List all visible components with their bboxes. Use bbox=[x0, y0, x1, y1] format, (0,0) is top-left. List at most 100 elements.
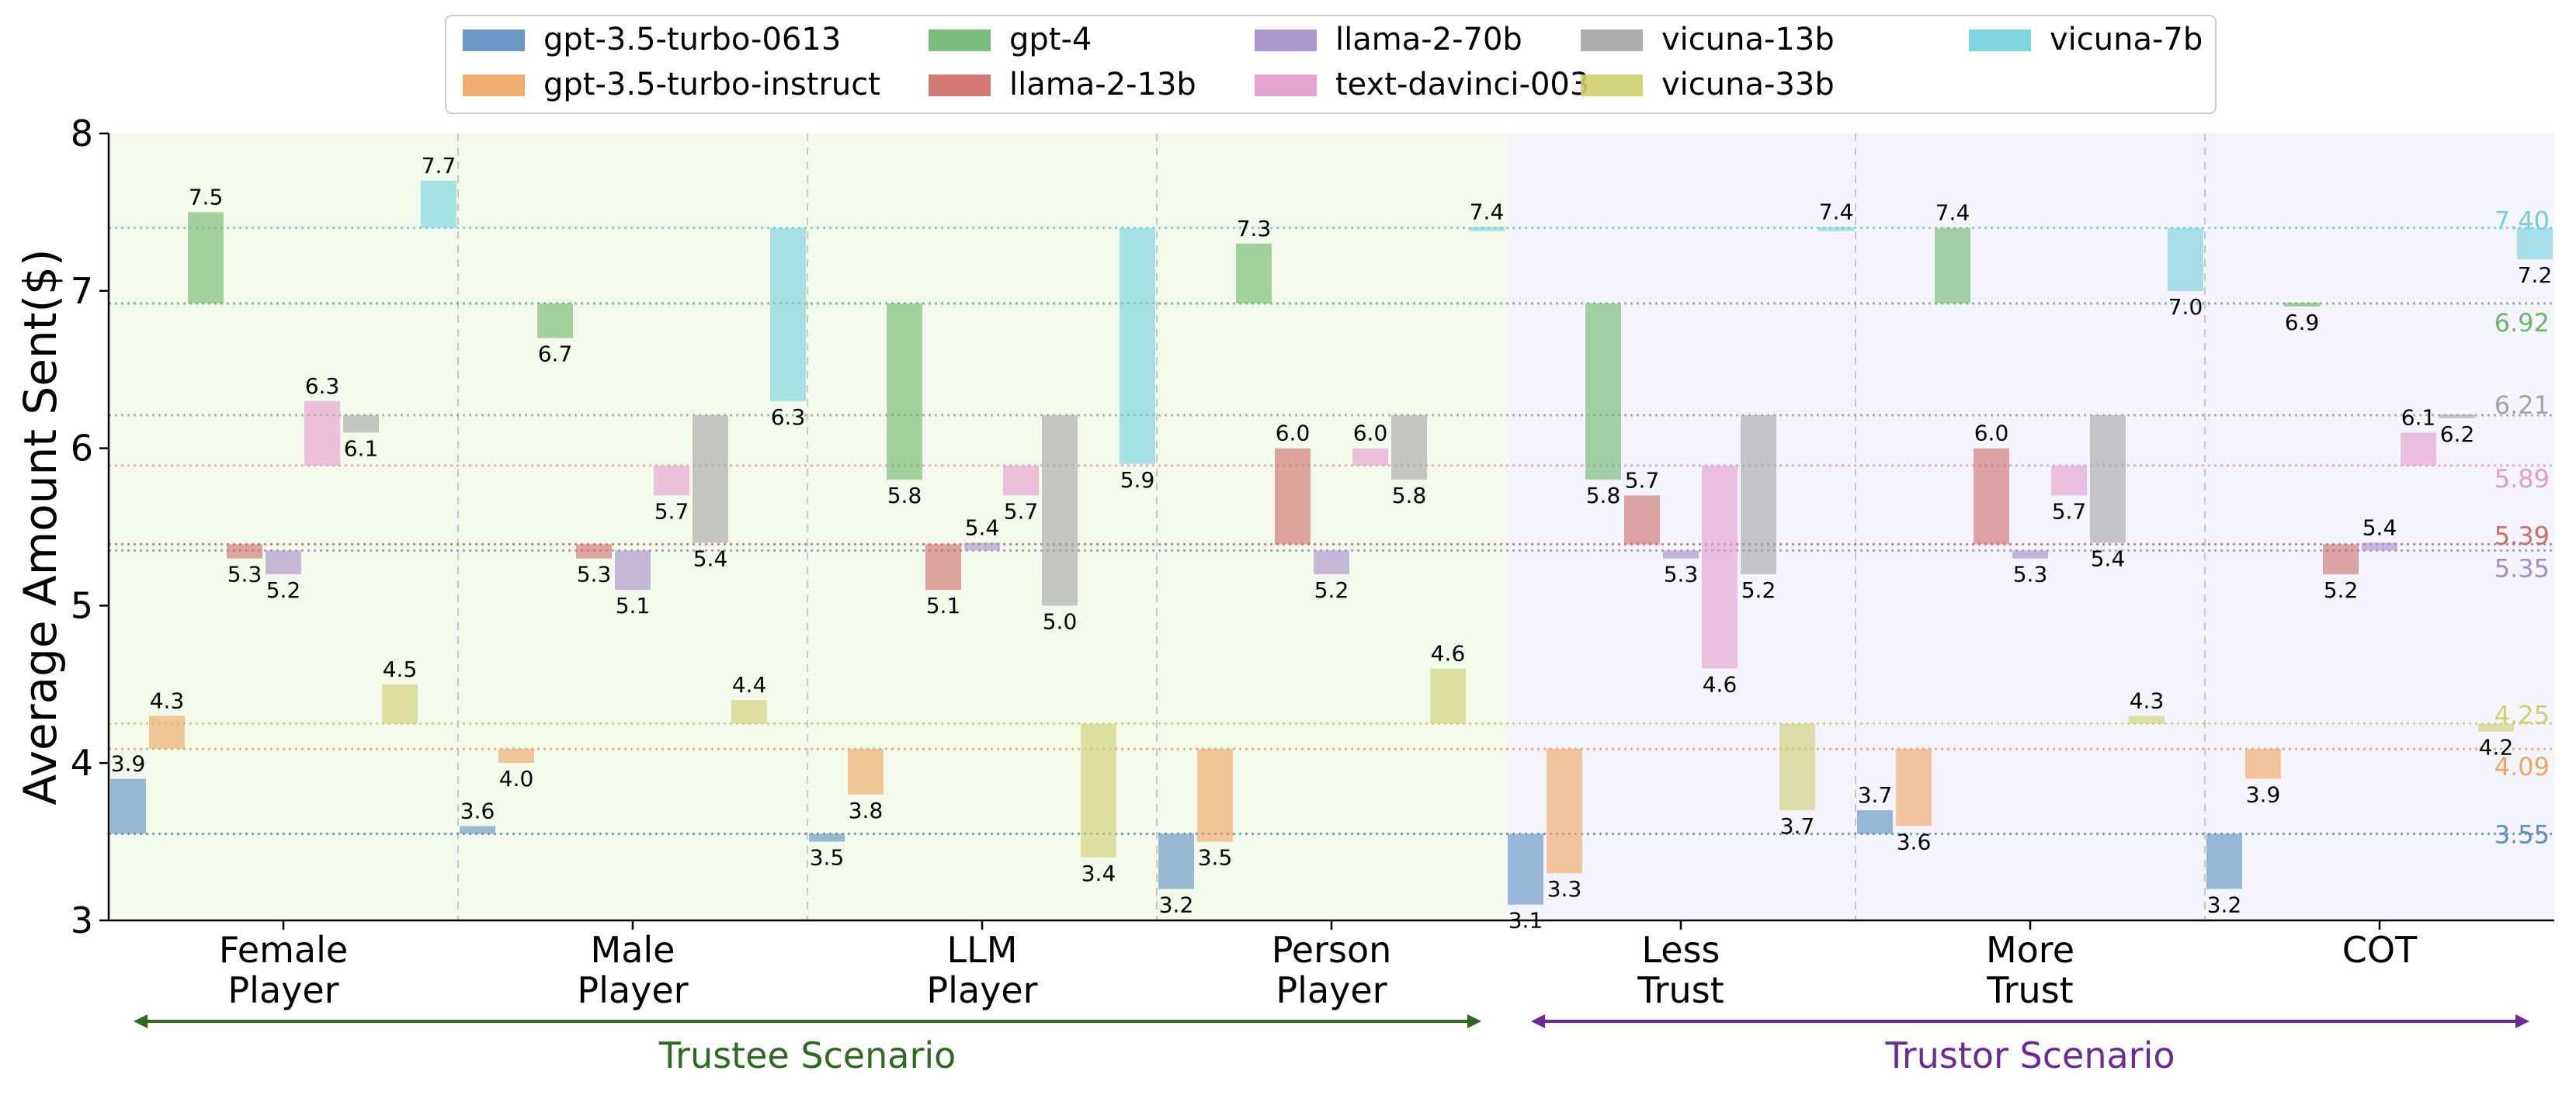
bar-gpt-3.5-turbo-0613 bbox=[1158, 833, 1194, 889]
bar-value-label: 3.7 bbox=[1858, 782, 1893, 808]
bar-value-label: 6.1 bbox=[344, 435, 379, 461]
bar-value-label: 6.0 bbox=[1276, 421, 1311, 446]
bar-value-label: 3.2 bbox=[2207, 892, 2242, 917]
bar-llama-2-70b bbox=[964, 542, 1000, 551]
bar-vicuna-13b bbox=[1741, 415, 1776, 574]
bar-value-label: 3.4 bbox=[1081, 861, 1116, 886]
bar-value-label: 6.3 bbox=[771, 404, 806, 430]
bar-value-label: 6.3 bbox=[305, 373, 340, 399]
x-tick-label-line: Player bbox=[577, 969, 688, 1011]
bar-value-label: 5.8 bbox=[1586, 483, 1621, 508]
bar-llama-2-13b bbox=[1974, 448, 2009, 545]
bar-vicuna-13b bbox=[1042, 415, 1078, 606]
y-tick-label: 4 bbox=[71, 742, 93, 784]
bar-value-label: 7.5 bbox=[189, 184, 224, 210]
y-tick-label: 8 bbox=[71, 113, 93, 154]
bar-value-label: 5.7 bbox=[2052, 498, 2087, 524]
y-tick-label: 6 bbox=[71, 428, 93, 470]
bar-value-label: 6.7 bbox=[538, 341, 573, 367]
legend-swatch-text-davinci-003 bbox=[1255, 75, 1317, 96]
bar-llama-2-70b bbox=[2012, 550, 2048, 559]
bar-vicuna-7b bbox=[2517, 227, 2553, 260]
x-tick-label: Person Player bbox=[1272, 929, 1392, 1011]
x-tick-label-line: Person bbox=[1272, 929, 1392, 971]
bar-llama-2-70b bbox=[1314, 550, 1349, 574]
bar-gpt-4 bbox=[887, 303, 922, 480]
x-tick-label: Less Trust bbox=[1637, 929, 1724, 1011]
bar-value-label: 4.5 bbox=[383, 657, 418, 682]
bar-gpt-3.5-turbo-instruct bbox=[1197, 748, 1233, 842]
bar-vicuna-33b bbox=[731, 700, 767, 724]
legend-label: vicuna-7b bbox=[2050, 22, 2203, 57]
bar-vicuna-7b bbox=[1120, 227, 1155, 464]
bar-value-label: 6.1 bbox=[2401, 404, 2436, 430]
bar-text-davinci-003 bbox=[2051, 465, 2087, 496]
bar-gpt-4 bbox=[1585, 303, 1621, 480]
bar-value-label: 4.3 bbox=[150, 688, 185, 713]
bar-text-davinci-003 bbox=[1352, 448, 1388, 466]
baseline-label-gpt-4: 6.92 bbox=[2494, 308, 2550, 338]
bar-value-label: 7.3 bbox=[1237, 216, 1272, 241]
bar-vicuna-33b bbox=[2478, 723, 2514, 732]
bar-gpt-3.5-turbo-instruct bbox=[149, 716, 185, 749]
bar-vicuna-33b bbox=[382, 684, 418, 724]
bar-gpt-4 bbox=[1935, 227, 1970, 304]
bar-value-label: 5.0 bbox=[1043, 608, 1078, 634]
bar-value-label: 5.3 bbox=[577, 562, 612, 587]
bar-value-label: 5.2 bbox=[2324, 577, 2359, 603]
bar-vicuna-7b bbox=[421, 180, 457, 228]
bar-vicuna-13b bbox=[343, 415, 379, 433]
bar-vicuna-13b bbox=[693, 415, 728, 543]
bar-llama-2-13b bbox=[576, 544, 612, 559]
bar-vicuna-33b bbox=[1779, 723, 1815, 811]
x-tick-label-line: Player bbox=[227, 969, 338, 1011]
y-axis-label: Average Amount Sent($) bbox=[14, 248, 67, 805]
bar-value-label: 5.7 bbox=[1004, 498, 1039, 524]
bar-gpt-3.5-turbo-instruct bbox=[1896, 748, 1932, 826]
x-tick-label-line: Player bbox=[926, 969, 1037, 1011]
baseline-label-vicuna-13b: 6.21 bbox=[2494, 390, 2550, 420]
bar-value-label: 3.3 bbox=[1547, 876, 1582, 902]
bar-value-label: 5.3 bbox=[1664, 562, 1699, 587]
bar-value-label: 5.2 bbox=[1314, 577, 1349, 603]
bar-value-label: 5.9 bbox=[1120, 467, 1155, 493]
legend-swatch-llama-2-13b bbox=[929, 75, 991, 96]
bar-value-label: 5.4 bbox=[2362, 515, 2397, 540]
x-tick-label: COT bbox=[2342, 929, 2418, 971]
x-tick-label-line: COT bbox=[2342, 929, 2418, 971]
bar-value-label: 7.0 bbox=[2168, 294, 2203, 320]
x-tick-label-line: Player bbox=[1276, 969, 1387, 1011]
bar-value-label: 7.4 bbox=[1819, 199, 1854, 225]
bar-text-davinci-003 bbox=[1702, 465, 1738, 669]
legend-box bbox=[445, 15, 2217, 114]
bar-value-label: 5.8 bbox=[1392, 483, 1427, 508]
bar-vicuna-7b bbox=[1469, 227, 1505, 231]
bar-llama-2-70b bbox=[2362, 542, 2397, 551]
bar-gpt-3.5-turbo-0613 bbox=[110, 778, 146, 834]
bar-value-label: 5.4 bbox=[965, 515, 1000, 540]
legend-swatch-gpt-3.5-turbo-instruct bbox=[463, 75, 525, 96]
y-tick-label: 3 bbox=[71, 899, 93, 941]
bar-llama-2-13b bbox=[1624, 495, 1660, 545]
bar-text-davinci-003 bbox=[654, 465, 689, 496]
bar-value-label: 3.6 bbox=[460, 798, 495, 823]
bar-gpt-3.5-turbo-0613 bbox=[1508, 833, 1543, 905]
baseline-label-llama-2-13b: 5.39 bbox=[2494, 521, 2550, 550]
legend-swatch-vicuna-33b bbox=[1581, 75, 1643, 96]
scenario-arrow-head-right bbox=[2515, 1014, 2529, 1028]
baseline-label-vicuna-33b: 4.25 bbox=[2494, 701, 2550, 730]
bar-gpt-4 bbox=[188, 212, 224, 304]
bar-vicuna-7b bbox=[770, 227, 806, 401]
bar-vicuna-33b bbox=[1081, 723, 1116, 858]
bar-value-label: 7.2 bbox=[2518, 262, 2553, 288]
baseline-label-gpt-3.5-turbo-instruct: 4.09 bbox=[2494, 752, 2550, 781]
bar-value-label: 5.4 bbox=[2091, 546, 2126, 571]
bar-gpt-3.5-turbo-0613 bbox=[2206, 833, 2242, 889]
bar-value-label: 5.1 bbox=[926, 593, 961, 619]
baseline-label-text-davinci-003: 5.89 bbox=[2494, 464, 2550, 494]
scenario-label: Trustee Scenario bbox=[658, 1034, 956, 1076]
legend-label: text-davinci-003 bbox=[1335, 67, 1589, 102]
bar-vicuna-13b bbox=[2090, 415, 2126, 543]
x-tick-label: LLM Player bbox=[926, 929, 1037, 1011]
